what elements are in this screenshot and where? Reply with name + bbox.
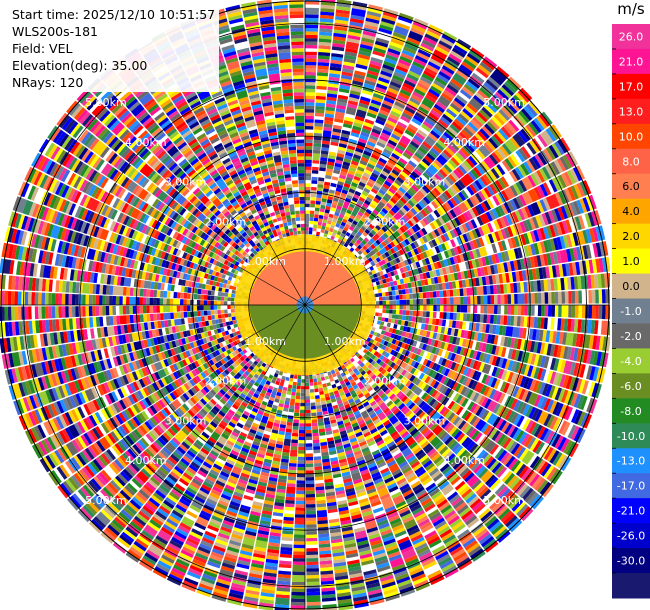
colorbar-tick-label: -6.0 (620, 380, 641, 393)
colorbar-tick-label: -4.0 (620, 355, 641, 368)
elevation-label: Elevation(deg): 35.00 (12, 58, 148, 73)
range-ring-label: 1.00km (324, 335, 366, 348)
colorbar-swatch (612, 523, 650, 549)
colorbar-tick-label: -8.0 (620, 405, 641, 418)
gate-group (0, 15, 609, 608)
colorbar-swatch (612, 173, 650, 200)
colorbar-tick-label: 4.0 (622, 205, 640, 218)
colorbar-swatch (612, 148, 650, 175)
gate-group (0, 1, 610, 610)
colorbar-swatch (612, 73, 650, 100)
colorbar-swatch (612, 248, 650, 275)
range-ring-label: 2.00km (364, 215, 406, 228)
gate-group (17, 0, 609, 610)
range-ring-label: 1.00km (244, 335, 286, 348)
colorbar-swatch (612, 323, 650, 349)
range-ring-label: 3.00km (165, 176, 207, 189)
range-ring-label: 3.00km (404, 414, 446, 427)
colorbar-swatch (612, 373, 650, 399)
colorbar-swatch (612, 24, 650, 50)
gate-group (0, 11, 595, 609)
colorbar-swatch (612, 348, 650, 374)
colorbar-tick-label: 0.0 (622, 280, 640, 293)
range-ring-label: 5.00km (483, 494, 525, 507)
colorbar-tick-label: -17.0 (617, 480, 645, 493)
range-ring-label: 1.00km (244, 255, 286, 268)
range-ring-label: 5.00km (85, 494, 127, 507)
colorbar-swatch (612, 298, 650, 324)
colorbar-tick-label: 6.0 (622, 180, 640, 193)
colorbar-tick-label: -13.0 (617, 455, 645, 468)
colorbar-swatch (612, 498, 650, 524)
colorbar-unit-label: m/s (612, 0, 650, 18)
colorbar-tick-label: 26.0 (619, 30, 644, 43)
colorbar-swatch (612, 573, 650, 599)
ppi-plot: 1.00km 1.00km 1.00km 1.00km 2.00km 2.00km 2.00… (0, 0, 610, 610)
field-label: Field: VEL (12, 41, 73, 56)
colorbar-tick-label: 8.0 (622, 155, 640, 168)
colorbar-swatch (612, 223, 650, 250)
colorbar-tick-label: -1.0 (620, 305, 641, 318)
range-ring-label: 4.00km (443, 454, 485, 467)
colorbar-tick-label: 2.0 (622, 230, 640, 243)
range-ring-label: 1.00km (324, 255, 366, 268)
colorbar-swatch (612, 198, 650, 225)
colorbar-tick-label: 21.0 (619, 55, 644, 68)
gate-group (0, 0, 609, 606)
range-ring-label: 5.00km (483, 96, 525, 109)
colorbar-swatch (612, 273, 650, 300)
range-ring-label: 4.00km (125, 136, 167, 149)
instrument-label: WLS200s-181 (12, 24, 98, 39)
colorbar-swatch (612, 548, 650, 574)
colorbar-tick-label: -2.0 (620, 330, 641, 343)
range-ring-label: 4.00km (443, 136, 485, 149)
colorbar-tick-label: 13.0 (619, 105, 644, 118)
gate-group (4, 4, 606, 609)
range-ring-label: 2.00km (205, 375, 247, 388)
colorbar-tick-label: -10.0 (617, 430, 645, 443)
colorbar-tick-label: -30.0 (617, 555, 645, 568)
range-ring-label: 2.00km (205, 215, 247, 228)
range-ring-label: 5.00km (85, 96, 127, 109)
colorbar-tick-label: -21.0 (617, 505, 645, 518)
colorbar-swatch (612, 123, 650, 150)
colorbar-swatch (612, 473, 650, 499)
colorbar-swatch (612, 448, 650, 474)
colorbar-swatch (612, 48, 650, 75)
colorbar-tick-label: 17.0 (619, 80, 644, 93)
colorbar-tick-label: -26.0 (617, 530, 645, 543)
range-ring-label: 4.00km (125, 454, 167, 467)
colorbar-tick-label: 10.0 (619, 130, 644, 143)
range-ring-label: 3.00km (404, 176, 446, 189)
nrays-label: NRays: 120 (12, 75, 84, 90)
range-ring-label: 3.00km (165, 414, 207, 427)
colorbar-swatch (612, 398, 650, 424)
start-time-label: Start time: 2025/12/10 10:51:57 (12, 7, 216, 22)
colorbar-tick-label: 1.0 (622, 255, 640, 268)
plot-info: Start time: 2025/12/10 10:51:57 WLS200s-… (12, 6, 220, 92)
colorbar-swatch (612, 423, 650, 449)
axis-spoke (234, 264, 376, 346)
range-ring-label: 2.00km (364, 375, 406, 388)
colorbar-swatch (612, 98, 650, 125)
